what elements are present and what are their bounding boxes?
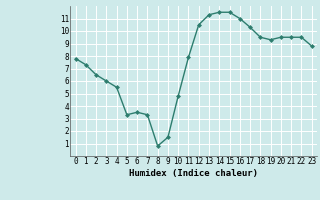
X-axis label: Humidex (Indice chaleur): Humidex (Indice chaleur) (129, 169, 258, 178)
